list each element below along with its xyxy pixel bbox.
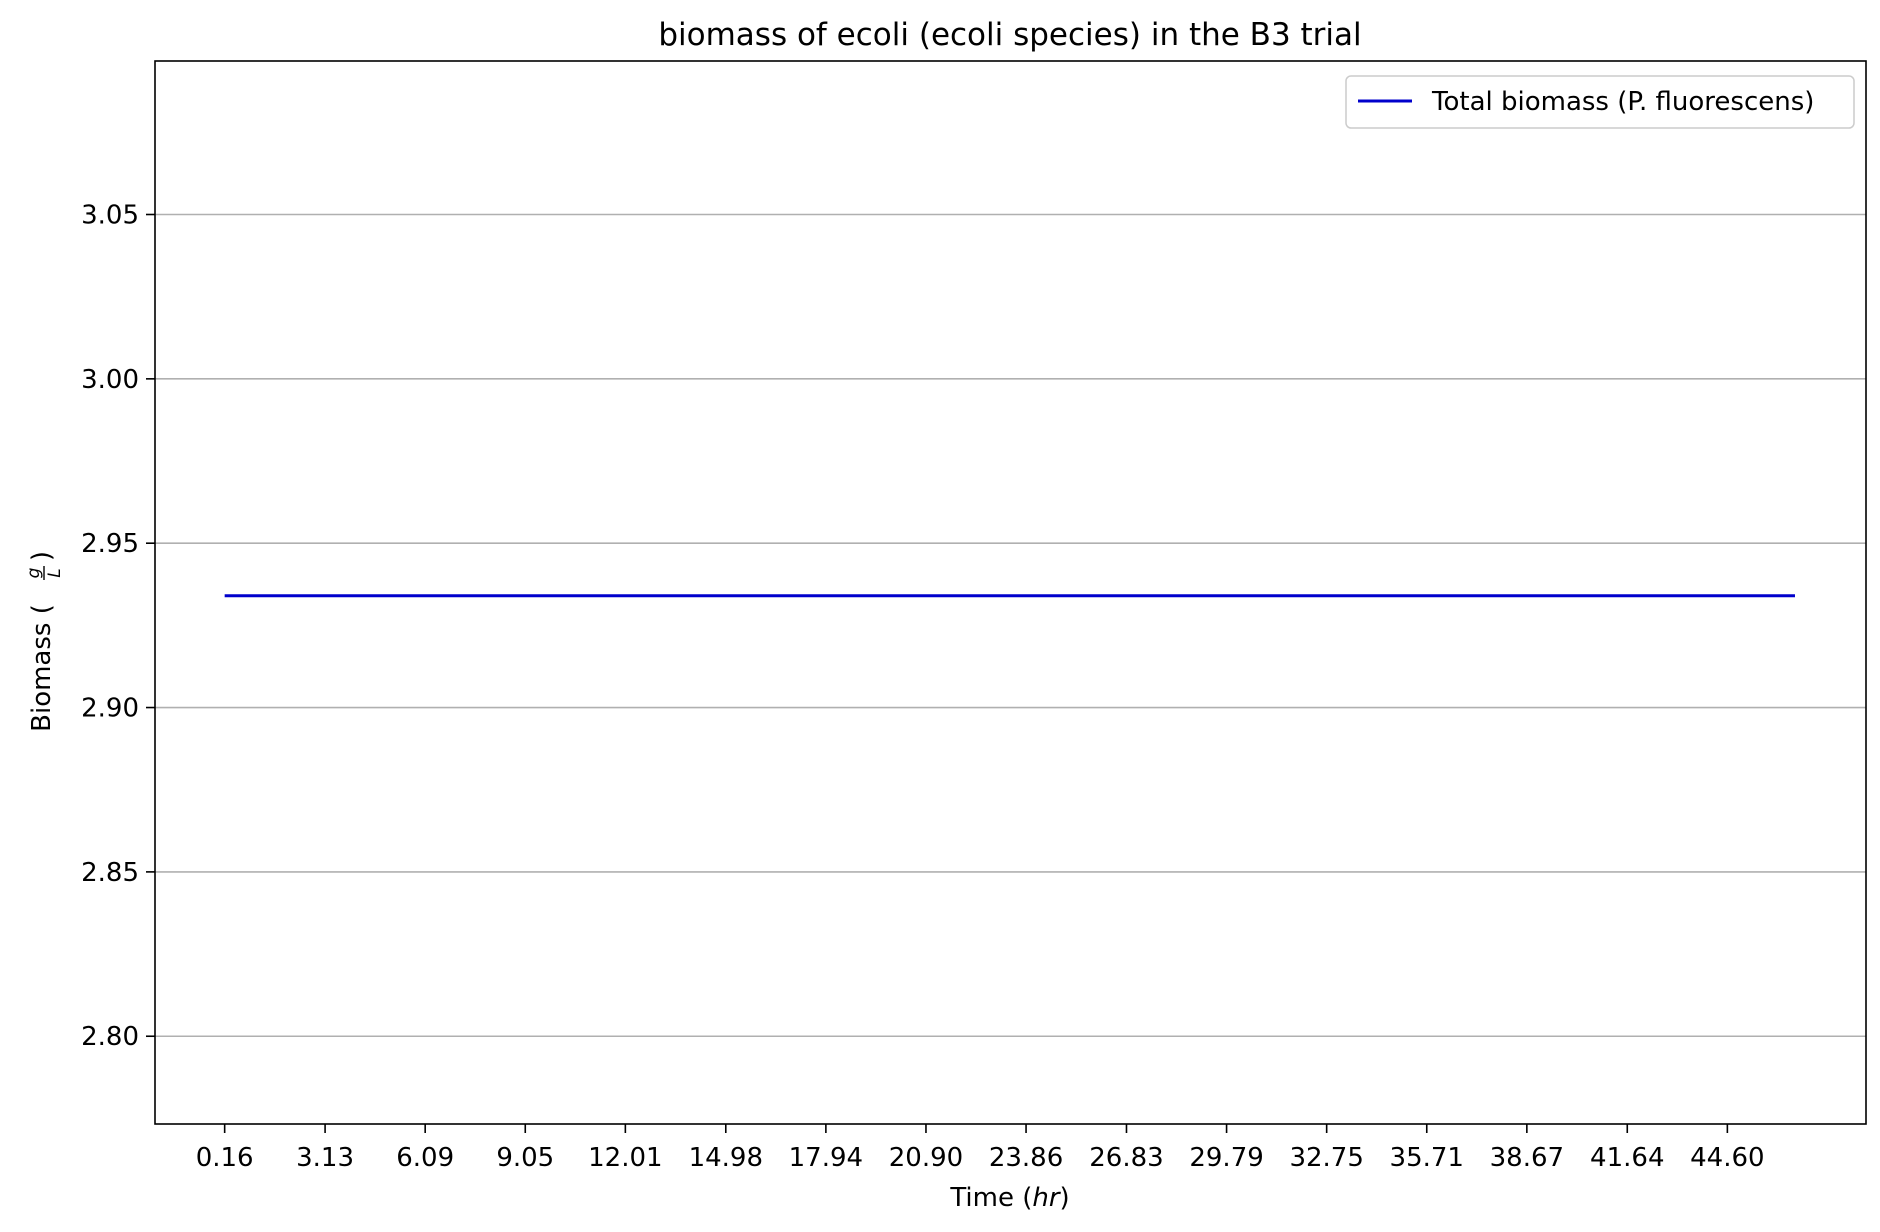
x-axis-title-unit: hr bbox=[1032, 1183, 1061, 1213]
x-axis-ticks: 0.16 3.13 6.09 9.05 12.01 14.98 17.94 20.90 23.8… bbox=[196, 1124, 1765, 1173]
grid-lines bbox=[155, 213, 1866, 1038]
x-tick-label: 38.67 bbox=[1490, 1143, 1564, 1173]
plot-area-frame bbox=[154, 60, 1867, 1125]
legend-box bbox=[1345, 75, 1855, 129]
y-axis-title-suffix: ) bbox=[27, 551, 57, 561]
x-tick-label: 3.13 bbox=[296, 1143, 354, 1173]
y-axis-title: Biomass ( g L ) bbox=[24, 551, 65, 732]
x-tick-label: 35.71 bbox=[1390, 1143, 1464, 1173]
x-tick-label: 0.16 bbox=[196, 1143, 254, 1173]
y-tick-label: 2.85 bbox=[81, 858, 139, 888]
y-tick-label: 2.95 bbox=[81, 529, 139, 559]
y-tick-label: 3.00 bbox=[81, 365, 139, 395]
y-tick-label: 2.80 bbox=[81, 1022, 139, 1052]
x-tick-label: 9.05 bbox=[496, 1143, 554, 1173]
x-tick-label: 20.90 bbox=[889, 1143, 963, 1173]
x-tick-label: 14.98 bbox=[689, 1143, 763, 1173]
x-tick-label: 12.01 bbox=[588, 1143, 662, 1173]
y-tick-label: 2.90 bbox=[81, 694, 139, 724]
x-axis-title-prefix: Time ( bbox=[949, 1183, 1032, 1213]
x-tick-label: 23.86 bbox=[989, 1143, 1063, 1173]
x-axis-title-suffix: ) bbox=[1060, 1183, 1070, 1213]
y-tick-label: 3.05 bbox=[81, 201, 139, 231]
y-axis-title-prefix: Biomass ( bbox=[27, 604, 57, 732]
x-tick-label: 26.83 bbox=[1089, 1143, 1163, 1173]
x-axis-title: Time (hr) bbox=[949, 1183, 1069, 1213]
x-tick-label: 17.94 bbox=[789, 1143, 863, 1173]
x-tick-label: 41.64 bbox=[1590, 1143, 1664, 1173]
x-tick-label: 29.79 bbox=[1189, 1143, 1263, 1173]
x-tick-label: 44.60 bbox=[1690, 1143, 1764, 1173]
y-axis-ticks: 2.80 2.85 2.90 2.95 3.00 3.05 bbox=[81, 201, 155, 1052]
x-tick-label: 6.09 bbox=[396, 1143, 454, 1173]
x-tick-label: 32.75 bbox=[1289, 1143, 1363, 1173]
chart-title: biomass of ecoli (ecoli species) in the … bbox=[658, 17, 1361, 53]
legend-label: Total biomass (P. fluorescens) bbox=[1431, 87, 1814, 117]
y-axis-title-numerator: g bbox=[24, 567, 44, 578]
legend: Total biomass (P. fluorescens) bbox=[1345, 75, 1855, 129]
y-axis-title-denominator: L bbox=[45, 568, 65, 577]
